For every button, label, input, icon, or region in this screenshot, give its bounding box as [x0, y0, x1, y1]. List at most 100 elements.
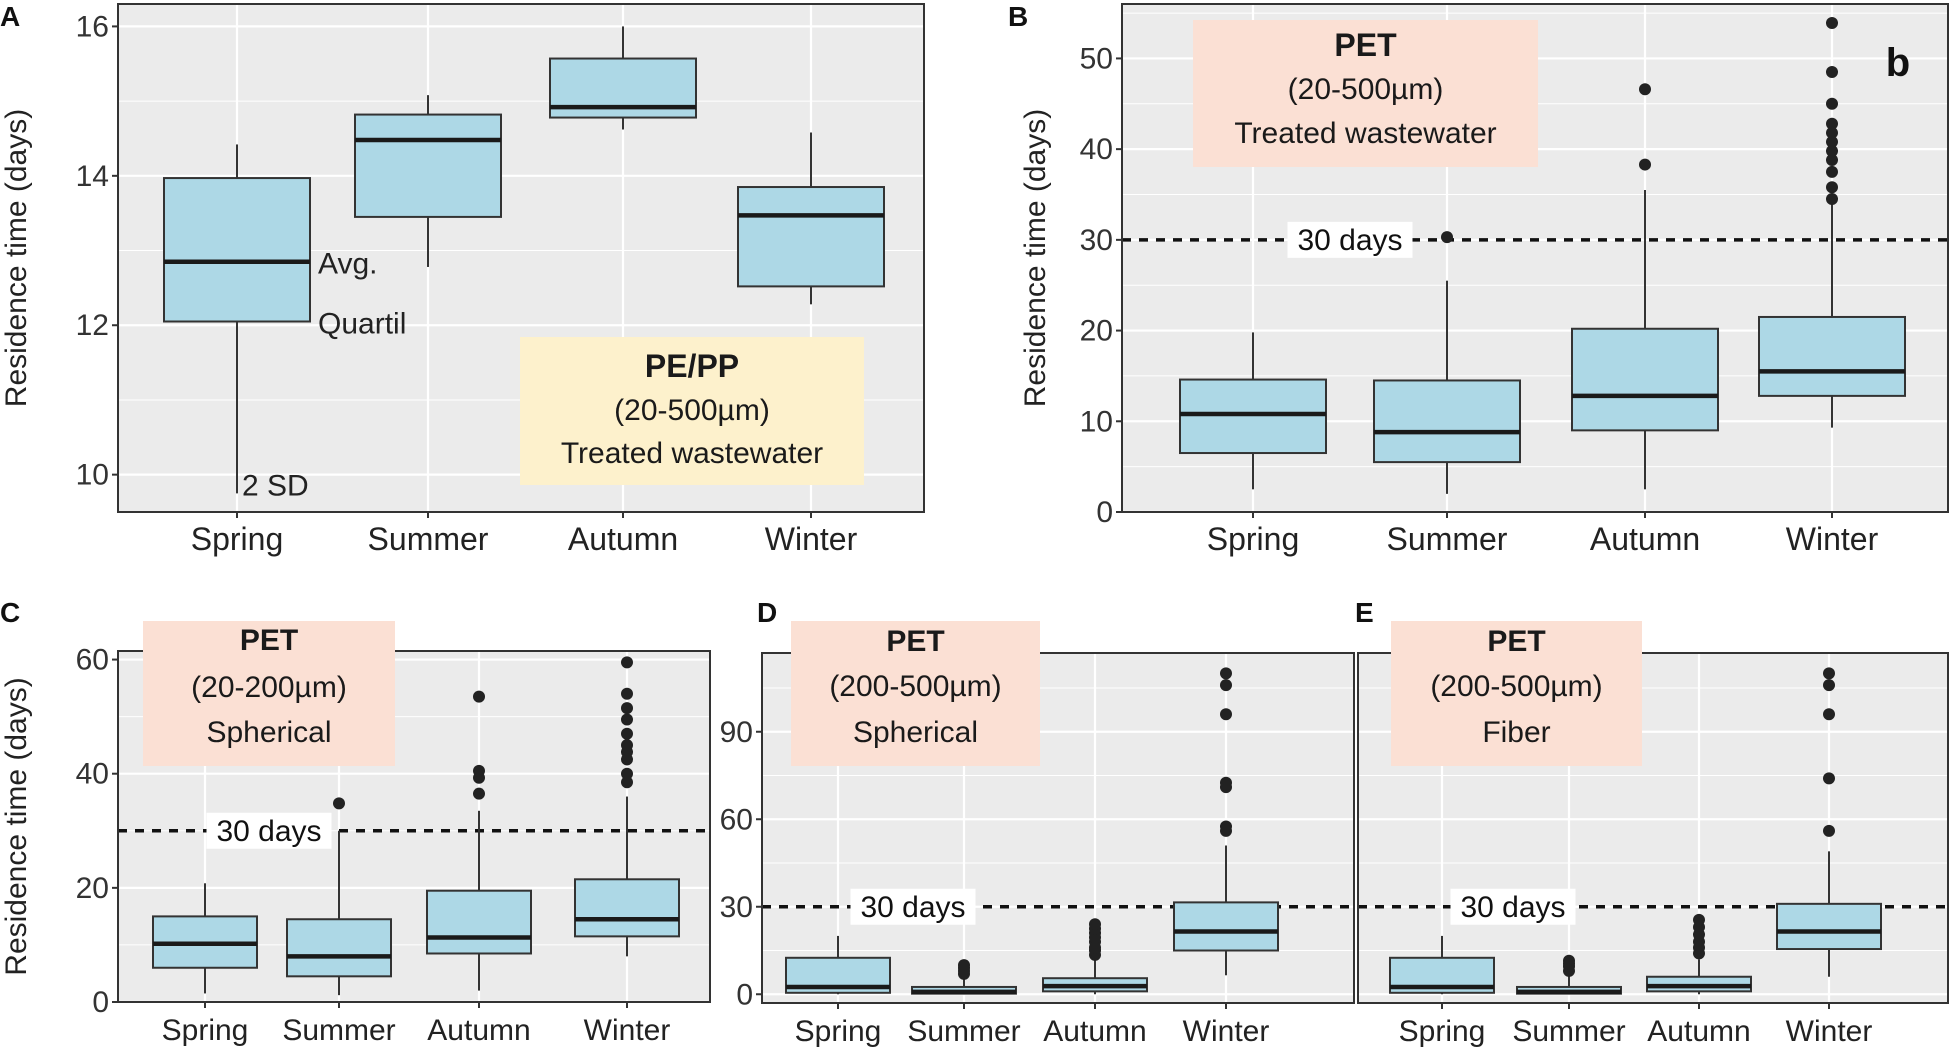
- y-tick-label: 0: [92, 986, 109, 1019]
- outlier-point: [1220, 679, 1232, 692]
- iqr-box: [574, 878, 680, 938]
- iqr-box: [1571, 327, 1719, 432]
- legend-box: PET (200-500µm) Fiber: [1391, 621, 1642, 766]
- iqr-box: [354, 113, 502, 218]
- box-summer: [1373, 231, 1521, 494]
- y-tick-label: 60: [720, 803, 753, 836]
- legend-box: PET (20-500µm) Treated wastewater: [1193, 20, 1538, 167]
- outlier-point: [1823, 708, 1835, 721]
- outlier-point: [473, 764, 485, 777]
- x-tick-label: Autumn: [427, 1014, 530, 1047]
- threshold-label-background: [850, 888, 976, 925]
- box-autumn: [426, 690, 532, 991]
- panel-letter: D: [757, 597, 777, 628]
- y-tick-label: 30: [1080, 224, 1113, 257]
- outlier-point: [1823, 772, 1835, 785]
- x-tick-label: Spring: [162, 1014, 249, 1047]
- legend-title: PET: [886, 625, 944, 658]
- y-tick-label: 20: [76, 872, 109, 905]
- outlier-point: [1826, 126, 1838, 139]
- threshold-label-background: [1450, 888, 1576, 925]
- iqr-box: [1758, 315, 1906, 397]
- outlier-point: [621, 776, 633, 789]
- outlier-point: [1823, 667, 1835, 680]
- legend-description: Spherical: [206, 716, 331, 749]
- outlier-point: [1826, 97, 1838, 110]
- iqr-box: [1173, 901, 1279, 952]
- outlier-point: [473, 787, 485, 800]
- legend-box: PET (200-500µm) Spherical: [791, 621, 1040, 766]
- box-winter: [737, 132, 885, 305]
- legend-size-range: (20-200µm): [191, 671, 347, 704]
- legend-description: Treated wastewater: [561, 437, 823, 470]
- legend-title: PET: [240, 624, 298, 657]
- y-tick-label: 0: [736, 978, 753, 1011]
- y-tick-label: 14: [76, 160, 109, 193]
- outlier-point: [333, 797, 345, 810]
- panel-letter: A: [0, 1, 20, 32]
- x-tick-label: Winter: [1786, 521, 1879, 557]
- legend-size-range: (20-500µm): [1288, 73, 1444, 106]
- annotation-quartil: Quartil: [318, 308, 406, 341]
- box-spring: [152, 883, 258, 994]
- y-tick-label: 12: [76, 309, 109, 342]
- box-spring: [163, 144, 311, 494]
- x-tick-label: Summer: [907, 1015, 1020, 1048]
- legend-size-range: (20-500µm): [614, 394, 770, 427]
- outlier-point: [621, 767, 633, 780]
- outlier-point: [1639, 83, 1651, 96]
- legend-description: Treated wastewater: [1234, 117, 1496, 150]
- outlier-point: [1826, 193, 1838, 206]
- outlier-point: [621, 687, 633, 700]
- legend-background: [1391, 621, 1642, 766]
- panel-c: 0 20 40 60 Spring Summer Autumn Winter Residence…: [0, 597, 711, 1047]
- iqr-box: [286, 918, 392, 978]
- outlier-point: [1826, 181, 1838, 194]
- x-tick-label: Winter: [765, 521, 858, 557]
- y-tick-label: 16: [76, 10, 109, 43]
- iqr-box: [1179, 378, 1327, 455]
- box-spring: [785, 935, 891, 995]
- outlier-point: [1441, 231, 1453, 244]
- threshold-label: 30 days: [1460, 891, 1565, 924]
- outlier-point: [1823, 824, 1835, 837]
- box-winter: [1776, 667, 1882, 977]
- outlier-point: [1826, 144, 1838, 157]
- panel-d: 0 30 60 90 Spring Summer Autumn Winter D PET (200-…: [720, 597, 1355, 1048]
- box-autumn: [1571, 83, 1719, 490]
- y-axis-title: Residence time (days): [1019, 109, 1052, 407]
- outlier-point: [1823, 679, 1835, 692]
- iqr-box: [163, 177, 311, 323]
- x-tick-label: Autumn: [568, 521, 678, 557]
- x-tick-label: Autumn: [1043, 1015, 1146, 1048]
- iqr-box: [737, 186, 885, 288]
- iqr-box: [1373, 379, 1521, 464]
- outlier-point: [621, 727, 633, 740]
- box-winter: [1758, 17, 1906, 428]
- box-summer: [286, 797, 392, 996]
- y-tick-label: 60: [76, 644, 109, 677]
- outlier-point: [1826, 165, 1838, 178]
- outlier-point: [621, 702, 633, 715]
- x-tick-label: Spring: [795, 1015, 882, 1048]
- panel-letter: E: [1355, 597, 1374, 628]
- outlier-point: [1220, 776, 1232, 789]
- panel-letter: C: [0, 597, 20, 628]
- outlier-point: [621, 713, 633, 726]
- legend-description: Spherical: [853, 716, 978, 749]
- y-tick-label: 10: [76, 459, 109, 492]
- x-tick-label: Winter: [1183, 1015, 1270, 1048]
- legend-box: PE/PP (20-500µm) Treated wastewater: [520, 337, 864, 485]
- outlier-point: [1826, 154, 1838, 167]
- y-axis-title: Residence time (days): [0, 677, 33, 975]
- iqr-box: [1776, 902, 1882, 951]
- y-tick-label: 0: [1096, 496, 1113, 529]
- outlier-point: [1563, 954, 1575, 967]
- outlier-point: [1089, 918, 1101, 931]
- y-tick-label: 30: [720, 891, 753, 924]
- outlier-point: [958, 959, 970, 972]
- legend-background: [1193, 20, 1538, 167]
- x-tick-label: Winter: [1786, 1015, 1873, 1048]
- iqr-box: [426, 889, 532, 955]
- box-summer: [911, 959, 1017, 995]
